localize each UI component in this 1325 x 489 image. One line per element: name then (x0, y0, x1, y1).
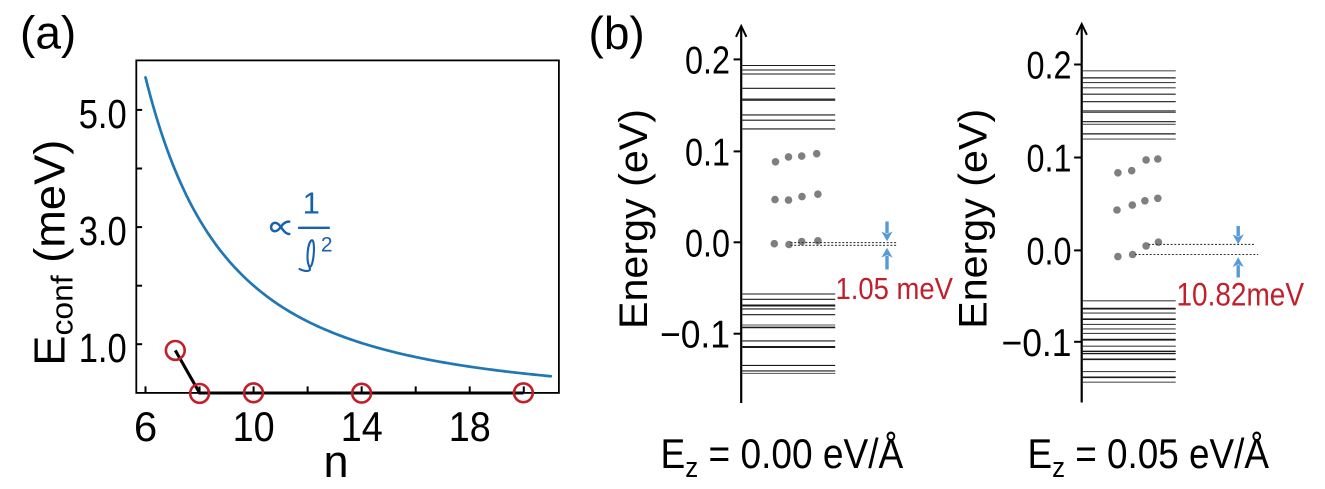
svg-text:Energy (eV): Energy (eV) (952, 109, 996, 329)
svg-text:18: 18 (449, 403, 491, 450)
svg-text:1.0: 1.0 (79, 325, 127, 371)
svg-text:10.82meV: 10.82meV (1177, 277, 1305, 313)
svg-text:(b): (b) (589, 7, 645, 59)
svg-text:0.2: 0.2 (1027, 45, 1072, 88)
svg-text:5.0: 5.0 (79, 91, 127, 137)
svg-text:0.2: 0.2 (685, 39, 730, 82)
svg-text:−0.1: −0.1 (660, 314, 730, 357)
svg-text:Energy (eV): Energy (eV) (612, 109, 656, 329)
svg-text:0.0: 0.0 (685, 222, 730, 265)
svg-text:Ez = 0.05 eV/Å: Ez = 0.05 eV/Å (1028, 431, 1270, 484)
svg-text:2: 2 (321, 234, 333, 257)
svg-text:0.1: 0.1 (685, 131, 730, 174)
svg-text:6: 6 (134, 403, 157, 450)
svg-text:3.0: 3.0 (79, 208, 127, 254)
svg-text:1.05 meV: 1.05 meV (836, 272, 954, 306)
svg-text:0.1: 0.1 (1027, 138, 1072, 181)
svg-text:14: 14 (341, 403, 383, 450)
svg-text:0.0: 0.0 (1027, 230, 1072, 273)
svg-text:10: 10 (233, 403, 275, 450)
svg-text:n: n (323, 436, 348, 487)
svg-text:(a): (a) (20, 7, 76, 59)
svg-text:Ez = 0.00 eV/Å: Ez = 0.00 eV/Å (661, 431, 904, 484)
svg-text:1: 1 (303, 186, 320, 221)
svg-text:−0.1: −0.1 (1002, 322, 1072, 365)
